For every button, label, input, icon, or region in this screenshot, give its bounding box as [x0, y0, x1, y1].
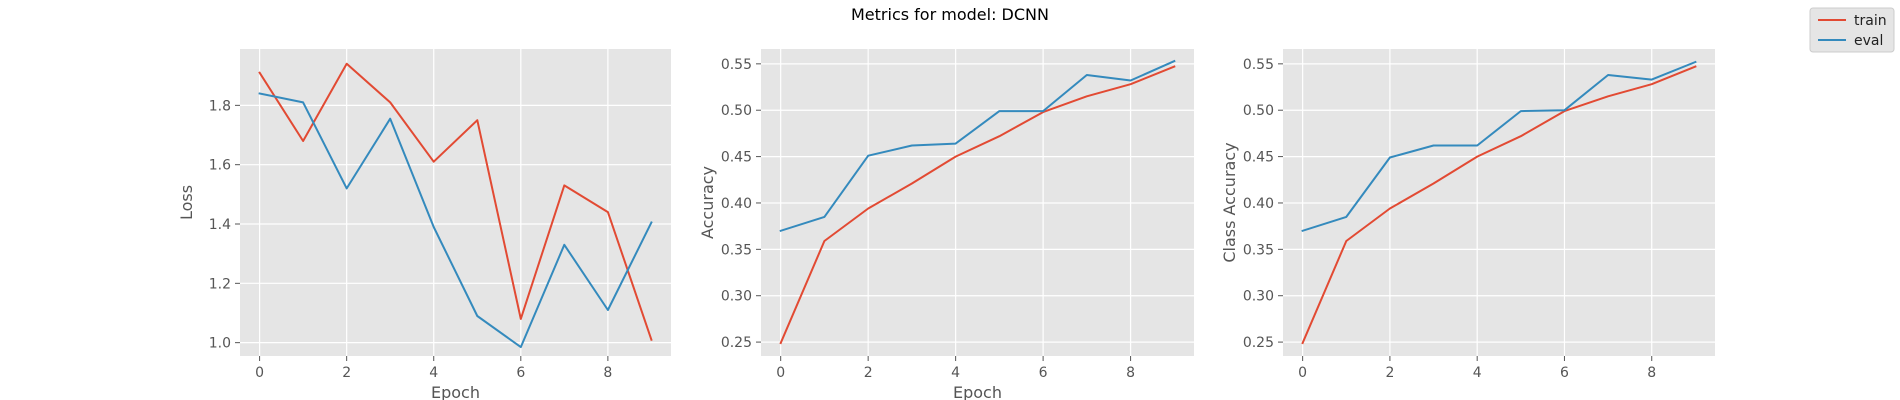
accuracy-xtick-label: 8	[1126, 365, 1135, 381]
accuracy-xtick-label: 0	[776, 365, 785, 381]
class-accuracy-series-eval	[1301, 60, 1697, 233]
subplot-class-accuracy: 0 2 4 6 8 0.25 0.30 0.35 0.40 0.45 0.50 0.55 Class A…	[1220, 49, 1715, 381]
accuracy-xtick-label: 4	[951, 365, 960, 381]
loss-ylabel: Loss	[177, 185, 196, 220]
loss-ytick-label: 1.4	[209, 217, 231, 233]
class-accuracy-xtick-label: 4	[1473, 365, 1482, 381]
class-accuracy-xtick-label: 2	[1385, 365, 1394, 381]
class-accuracy-ytick-label: 0.40	[1243, 196, 1274, 212]
loss-ytick-label: 1.2	[209, 276, 231, 292]
class-accuracy-ytick-label: 0.30	[1243, 289, 1274, 305]
loss-series-eval	[258, 92, 653, 349]
accuracy-xlabel: Epoch	[953, 383, 1002, 400]
subplot-loss: 0 2 4 6 8 1.0 1.2 1.4 1.6 1.8 Epoch Loss	[177, 49, 671, 400]
class-accuracy-ytick-label: 0.50	[1243, 103, 1274, 119]
accuracy-ytick-label: 0.35	[721, 242, 752, 258]
accuracy-xtick-label: 6	[1039, 365, 1048, 381]
legend: train eval	[1809, 7, 1895, 53]
class-accuracy-series-train	[1301, 65, 1697, 345]
accuracy-ylabel: Accuracy	[698, 166, 717, 239]
loss-xtick-label: 8	[603, 365, 612, 381]
loss-xtick-label: 2	[342, 365, 351, 381]
loss-xlabel: Epoch	[431, 383, 480, 400]
loss-xtick-label: 6	[516, 365, 525, 381]
figure-title: Metrics for model: DCNN	[851, 5, 1049, 24]
accuracy-series-train	[779, 65, 1176, 345]
legend-label-train: train	[1854, 13, 1887, 29]
class-accuracy-ytick-label: 0.25	[1243, 335, 1274, 351]
subplot-accuracy: 0 2 4 6 8 0.25 0.30 0.35 0.40 0.45 0.50 0.55 Epoch Ac…	[698, 49, 1194, 400]
loss-series-train	[258, 62, 653, 341]
class-accuracy-xtick-label: 0	[1298, 365, 1307, 381]
accuracy-xtick-label: 2	[864, 365, 873, 381]
accuracy-ytick-label: 0.30	[721, 289, 752, 305]
class-accuracy-ytick-label: 0.45	[1243, 150, 1274, 166]
legend-label-eval: eval	[1854, 33, 1883, 49]
class-accuracy-ytick-label: 0.35	[1243, 242, 1274, 258]
loss-ytick-label: 1.0	[209, 336, 231, 352]
accuracy-ytick-label: 0.40	[721, 196, 752, 212]
accuracy-series-eval	[779, 59, 1176, 233]
class-accuracy-ytick-label: 0.55	[1243, 57, 1274, 73]
accuracy-ytick-label: 0.55	[721, 57, 752, 73]
loss-xtick-label: 0	[255, 365, 264, 381]
accuracy-ytick-label: 0.50	[721, 103, 752, 119]
loss-plot-area	[240, 49, 671, 356]
class-accuracy-xtick-label: 8	[1647, 365, 1656, 381]
loss-ytick-label: 1.6	[209, 158, 231, 174]
class-accuracy-xtick-label: 6	[1560, 365, 1569, 381]
loss-ytick-label: 1.8	[209, 98, 231, 114]
accuracy-ytick-label: 0.25	[721, 335, 752, 351]
class-accuracy-ylabel: Class Accuracy	[1220, 142, 1239, 262]
loss-xtick-label: 4	[429, 365, 438, 381]
accuracy-ytick-label: 0.45	[721, 150, 752, 166]
